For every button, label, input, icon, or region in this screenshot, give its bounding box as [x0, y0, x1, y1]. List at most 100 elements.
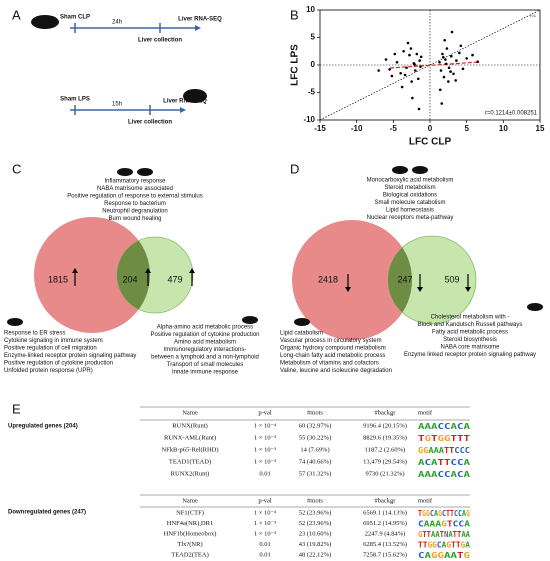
count-right: 479 — [167, 274, 182, 284]
point — [444, 62, 448, 66]
count-right: 509 — [444, 274, 459, 284]
point — [410, 80, 413, 83]
right-term: Immunoregulatory interactions- — [164, 347, 247, 353]
arrow-head — [180, 107, 186, 113]
point — [405, 66, 408, 70]
section-title: Upregulated genes (204) — [8, 424, 78, 430]
table-cell: 1187.2 (2.60%) — [365, 446, 405, 453]
timeline-decor — [70, 23, 195, 115]
point — [416, 77, 420, 81]
animal-icon — [294, 318, 310, 326]
table-cell: HNF4a(NR),DR1 — [167, 520, 213, 527]
table-cell: RUNX-AML(Runt) — [164, 434, 216, 441]
point — [377, 69, 380, 72]
shared-term: Neutrophil degranulation — [102, 209, 167, 215]
point — [461, 67, 465, 71]
table-cell: 1 × 10⁻³ — [254, 520, 276, 527]
point — [418, 59, 422, 62]
y-tick-label: 0 — [311, 60, 316, 69]
icon-label: CLP — [39, 20, 51, 26]
point — [395, 60, 399, 64]
table-rules — [140, 406, 470, 508]
table-cell: TEAD2(TEA) — [171, 551, 209, 558]
point — [400, 85, 404, 89]
column-header: motif — [418, 497, 433, 504]
point — [458, 51, 461, 55]
point — [408, 53, 411, 57]
icon-label: LPS — [531, 304, 539, 309]
shared-term: NABA matrisome associated — [97, 186, 173, 192]
column-header: #backgr — [375, 409, 397, 416]
point — [438, 60, 441, 64]
y-tick-label: -10 — [303, 115, 315, 124]
left-term: Enzyme-linked receptor protein signaling… — [4, 353, 136, 359]
motif-logo: TGGCAGCTTCCAG — [418, 509, 470, 518]
x-tick-label: 5 — [464, 124, 469, 133]
motif-logo: TTGGCAGTTGA — [418, 540, 470, 549]
shared-term: Biological oxidations — [383, 193, 437, 199]
icon-label: LPS — [416, 167, 424, 172]
point — [414, 69, 417, 72]
table-cell: 1 × 10⁻³ — [254, 446, 276, 453]
venn-left — [292, 220, 412, 340]
point — [454, 79, 457, 82]
point — [449, 54, 453, 58]
left-term: Response to ER stress — [4, 331, 65, 337]
point — [415, 52, 419, 56]
table-cell: 13,479 (29.54%) — [363, 458, 407, 465]
icon-label: CLP — [298, 319, 306, 324]
shared-term: Steroid metabolism — [384, 185, 435, 191]
left-term: Cytokine signaling in immune system — [4, 338, 103, 344]
point — [443, 38, 446, 42]
left-term: Unfolded protein response (UPR) — [4, 368, 93, 374]
table-cell: 6951.2 (14.95%) — [363, 520, 407, 527]
column-header: motif — [418, 409, 433, 416]
animal-icon — [137, 168, 153, 176]
table-cell: 52 (23.96%) — [299, 520, 332, 527]
count-left: 1815 — [48, 274, 68, 284]
right-term: NABA core matrisome — [440, 345, 500, 351]
shared-term: Lipid homeostasis — [386, 208, 434, 214]
point — [403, 73, 407, 77]
table-cell: 8829.6 (19.35%) — [363, 434, 407, 441]
icon-label: LPS — [141, 169, 149, 174]
y-tick-label: 5 — [311, 33, 316, 42]
icon-label: LPS — [246, 317, 254, 322]
animal-icon — [527, 303, 543, 311]
table-cell: 0.01 — [259, 551, 270, 558]
table-cell: 48 (22.12%) — [299, 551, 332, 558]
y-axis-label: LFC LPS — [290, 44, 301, 86]
mouse-icon — [31, 15, 59, 29]
sequencing-label: Liver RNA-SEQ — [163, 99, 207, 105]
x-tick-label: -5 — [390, 124, 398, 133]
count-overlap: 247 — [397, 274, 412, 284]
icon-label: CLP — [121, 169, 129, 174]
column-header: Name — [182, 409, 198, 416]
point — [471, 53, 474, 57]
x-tick-label: 15 — [536, 124, 545, 133]
right-term: between a lymphoid and a non-lymphoid — [151, 355, 259, 361]
right-term: Innate immune response — [172, 370, 239, 376]
point — [444, 58, 447, 61]
left-term: Vascular process in circulatory system — [280, 338, 382, 344]
point — [441, 56, 445, 59]
table-cell: HNF1b(Homeobox) — [164, 530, 217, 537]
duration-label: 15h — [112, 102, 122, 108]
right-term: Fatty acid metabolic process — [432, 330, 508, 336]
icon-label: CLP — [396, 167, 404, 172]
point — [450, 30, 454, 34]
table-cell: 57 (31.32%) — [299, 470, 332, 477]
guides — [320, 10, 540, 120]
count-left: 2418 — [318, 274, 338, 284]
start-label: Sham LPS — [60, 97, 90, 103]
left-term: Lipid catabolism — [280, 331, 323, 337]
right-term: Cholesterol metabolism with - — [431, 315, 510, 321]
table-cell: 7258.7 (15.62%) — [363, 551, 407, 558]
point — [417, 107, 421, 111]
left-term: Valine, leucine and isoleucine degradati… — [280, 368, 392, 374]
point — [390, 74, 394, 78]
